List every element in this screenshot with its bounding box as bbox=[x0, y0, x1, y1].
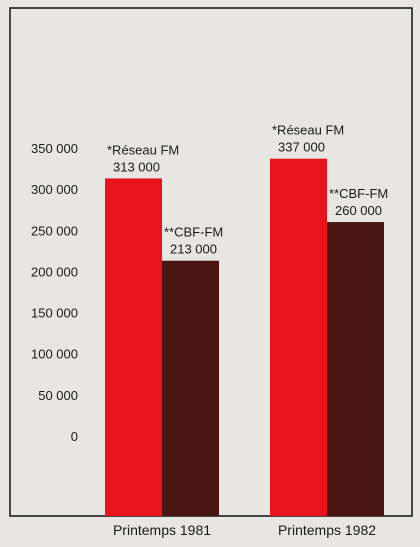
bar-series-label: **CBF-FM bbox=[164, 225, 223, 240]
bar-value-label: 337 000 bbox=[278, 140, 325, 155]
y-tick-label: 0 bbox=[71, 429, 78, 444]
bar-series-label: **CBF-FM bbox=[329, 186, 388, 201]
y-tick-label: 150 000 bbox=[31, 306, 78, 321]
bar-labels-group: *Réseau FM 313 000 **CBF-FM 213 000 *Réseau … bbox=[107, 123, 388, 257]
bar bbox=[270, 158, 327, 516]
bar-value-label: 313 000 bbox=[113, 159, 160, 174]
y-tick-label: 350 000 bbox=[31, 141, 78, 156]
x-tick-label: Printemps 1981 bbox=[113, 522, 211, 538]
bar-value-label: 213 000 bbox=[170, 242, 217, 257]
y-tick-label: 250 000 bbox=[31, 223, 78, 238]
y-tick-label: 50 000 bbox=[38, 388, 78, 403]
x-axis-tick-labels: Printemps 1981 Printemps 1982 bbox=[113, 522, 376, 538]
bar-series-label: *Réseau FM bbox=[272, 123, 344, 138]
bar bbox=[327, 222, 384, 517]
y-tick-label: 200 000 bbox=[31, 264, 78, 279]
bar-series-label: *Réseau FM bbox=[107, 142, 179, 157]
bar bbox=[105, 178, 162, 516]
y-tick-label: 100 000 bbox=[31, 347, 78, 362]
x-tick-label: Printemps 1982 bbox=[278, 522, 376, 538]
bars-group bbox=[105, 158, 384, 517]
y-axis-tick-labels: 0 50 000 100 000 150 000 200 000 250 000 300 0… bbox=[31, 141, 78, 444]
y-tick-label: 300 000 bbox=[31, 182, 78, 197]
bar bbox=[162, 260, 219, 516]
bar-value-label: 260 000 bbox=[335, 203, 382, 218]
